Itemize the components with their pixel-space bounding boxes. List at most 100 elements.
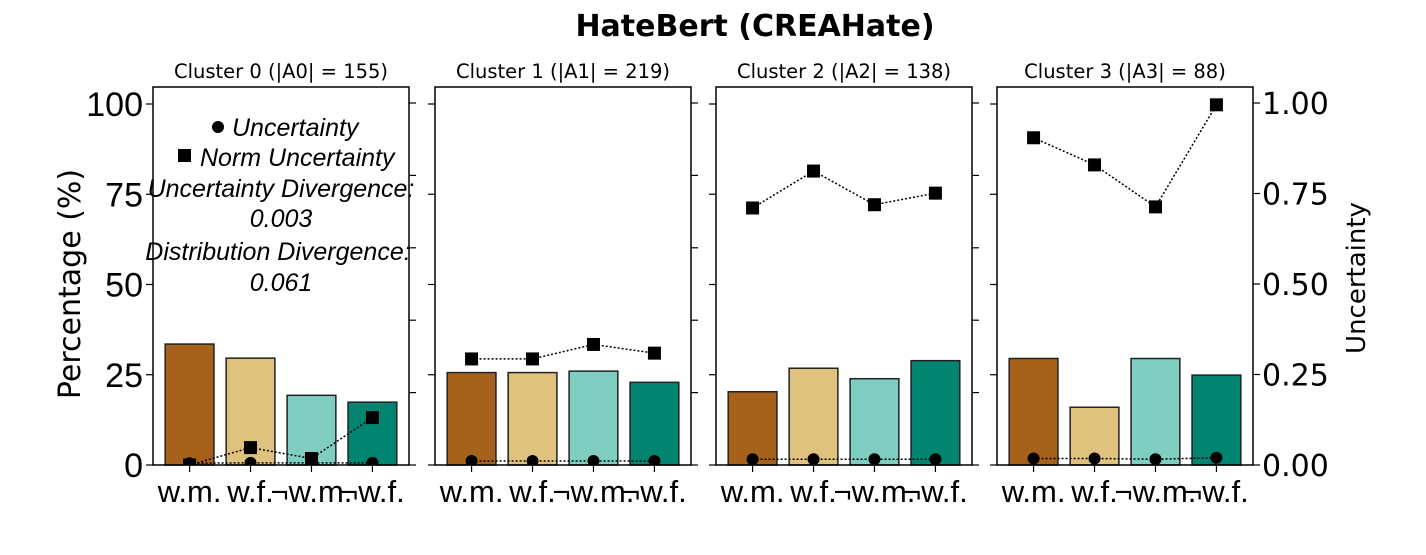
uncertainty-marker-3 xyxy=(1210,451,1223,464)
bar-0 xyxy=(164,343,215,466)
y-right-tick-label: 0.00 xyxy=(1262,449,1329,484)
y-tick-label: 75 xyxy=(105,176,143,214)
uncertainty-marker-0 xyxy=(183,457,196,465)
x-tick-label: w.f. xyxy=(226,474,274,509)
uncertainty-marker-1 xyxy=(1088,452,1101,465)
chart-title: HateBert (CREAHate) xyxy=(575,9,934,44)
y-right-tick-label: 0.25 xyxy=(1262,359,1329,394)
norm-uncertainty-marker-0 xyxy=(465,352,479,366)
norm-uncertainty-marker-3 xyxy=(928,186,942,200)
x-tick-label: w.m. xyxy=(439,474,504,509)
norm-uncertainty-marker-2 xyxy=(867,198,881,212)
norm-uncertainty-line xyxy=(471,343,655,360)
legend-annotation-uncertainty-divergence-value: 0.003 xyxy=(250,205,313,233)
uncertainty-marker-3 xyxy=(366,456,379,465)
uncertainty-marker-0 xyxy=(1027,452,1040,465)
x-tick-label: w.f. xyxy=(789,474,837,509)
uncertainty-marker-0 xyxy=(746,453,759,465)
y-tick-label: 25 xyxy=(105,357,143,395)
uncertainty-marker-2 xyxy=(305,456,318,465)
uncertainty-marker-0 xyxy=(465,455,478,465)
y-right-tick-label: 0.50 xyxy=(1262,268,1329,303)
uncertainty-marker-2 xyxy=(587,455,600,465)
norm-uncertainty-marker-1 xyxy=(244,441,258,455)
panel-title: Cluster 2 (|A2| = 138) xyxy=(737,60,951,83)
y-tick-label: 0 xyxy=(124,447,143,485)
panel-title: Cluster 1 (|A1| = 219) xyxy=(456,60,670,83)
x-tick-label: w.m. xyxy=(157,474,222,509)
bar-3 xyxy=(910,359,961,466)
x-tick-label: ¬w.m. xyxy=(834,474,916,509)
norm-uncertainty-marker-1 xyxy=(1088,158,1102,172)
legend-annotation-distribution-divergence-value: 0.061 xyxy=(250,269,313,297)
legend-norm-uncertainty-marker xyxy=(178,149,191,162)
norm-uncertainty-marker-3 xyxy=(647,346,661,360)
panel-title: Cluster 3 (|A3| = 88) xyxy=(1024,60,1226,83)
uncertainty-marker-1 xyxy=(244,456,257,465)
panel-cluster-1: Cluster 1 (|A1| = 219) w.m. w.f.¬w.m.¬w.f. xyxy=(428,60,698,509)
x-tick-label: w.m. xyxy=(1001,474,1066,509)
y-right-tick-label: 0.75 xyxy=(1262,178,1329,213)
y-right-tick-label: 1.00 xyxy=(1262,87,1329,122)
x-tick-label: w.m. xyxy=(720,474,785,509)
x-tick-label: ¬w.f. xyxy=(340,474,405,509)
bar-2 xyxy=(1130,357,1181,466)
panel-cluster-2: Cluster 2 (|A2| = 138) w.m. w.f.¬w.m.¬w.f. xyxy=(709,60,979,509)
legend: Uncertainty Norm Uncertainty Uncertainty… xyxy=(145,114,414,297)
legend-uncertainty-label: Uncertainty xyxy=(232,114,360,142)
norm-uncertainty-line xyxy=(752,170,936,209)
norm-uncertainty-line xyxy=(189,416,373,466)
y-tick-label: 100 xyxy=(86,86,143,124)
x-tick-label: ¬w.f. xyxy=(1184,474,1249,509)
x-tick-label: ¬w.m. xyxy=(1115,474,1197,509)
axes-frame xyxy=(715,86,973,466)
bar-2 xyxy=(568,370,619,466)
x-tick-label: ¬w.f. xyxy=(903,474,968,509)
panel-cluster-0: Cluster 0 (|A0| = 155) 0 25 50 75 100 w.m. w.f.… xyxy=(86,60,416,509)
uncertainty-marker-1 xyxy=(807,453,820,465)
legend-norm-uncertainty-label: Norm Uncertainty xyxy=(200,144,396,172)
bar-3 xyxy=(1191,374,1242,466)
bar-0 xyxy=(1008,357,1059,466)
markers xyxy=(746,164,942,465)
bar-0 xyxy=(446,371,497,466)
norm-uncertainty-marker-2 xyxy=(586,337,600,351)
axes-frame xyxy=(996,86,1254,466)
markers xyxy=(465,337,661,465)
bar-3 xyxy=(629,381,680,466)
markers xyxy=(183,411,379,465)
markers xyxy=(1027,98,1223,465)
bar-1 xyxy=(788,367,839,466)
uncertainty-marker-2 xyxy=(1149,453,1162,465)
legend-annotation-distribution-divergence: Distribution Divergence: xyxy=(145,238,410,266)
y-axis-label-left: Percentage (%) xyxy=(53,169,88,399)
uncertainty-marker-3 xyxy=(648,455,661,465)
norm-uncertainty-marker-3 xyxy=(365,411,379,425)
x-tick-label: ¬w.f. xyxy=(622,474,687,509)
x-tick-label: ¬w.m. xyxy=(553,474,635,509)
panel-title: Cluster 0 (|A0| = 155) xyxy=(174,60,388,83)
bar-2 xyxy=(849,377,900,466)
x-tick-label: w.f. xyxy=(508,474,556,509)
norm-uncertainty-marker-1 xyxy=(526,352,540,366)
legend-annotation-uncertainty-divergence: Uncertainty Divergence: xyxy=(148,175,415,203)
legend-uncertainty-marker xyxy=(212,121,224,133)
y-tick-label: 50 xyxy=(105,267,143,305)
panel-cluster-3: Cluster 3 (|A3| = 88) 0.00 0.25 0.50 0.75 1.0… xyxy=(990,60,1329,509)
norm-uncertainty-marker-0 xyxy=(746,201,760,215)
norm-uncertainty-marker-1 xyxy=(807,164,821,178)
norm-uncertainty-line xyxy=(1033,104,1218,208)
y-axis-label-right: Uncertainty xyxy=(1342,202,1372,354)
bar-1 xyxy=(507,371,558,466)
uncertainty-marker-1 xyxy=(526,455,539,465)
axes-frame xyxy=(152,86,410,466)
norm-uncertainty-marker-2 xyxy=(1148,200,1162,214)
norm-uncertainty-marker-3 xyxy=(1209,98,1223,112)
x-tick-label: w.f. xyxy=(1070,474,1118,509)
uncertainty-marker-3 xyxy=(929,453,942,465)
uncertainty-marker-2 xyxy=(868,453,881,465)
norm-uncertainty-marker-0 xyxy=(1027,131,1041,145)
uncertainty-line xyxy=(1033,457,1217,460)
